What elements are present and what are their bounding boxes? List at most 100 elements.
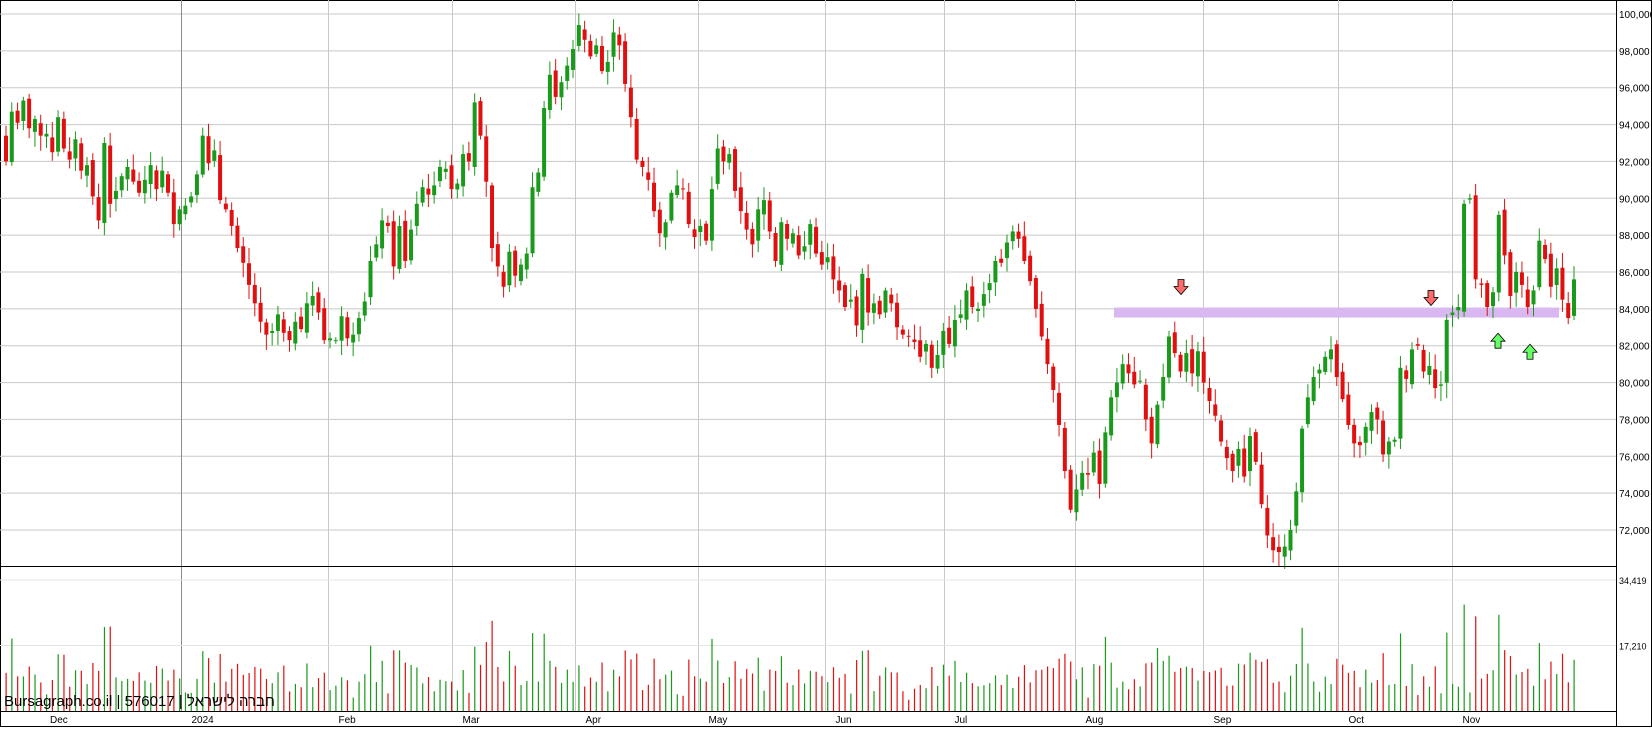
volume-bar bbox=[1567, 682, 1569, 711]
candle-body bbox=[871, 303, 876, 313]
candle-body bbox=[1543, 244, 1548, 260]
candle-body bbox=[362, 301, 367, 316]
x-tick-label: Oct bbox=[1349, 715, 1365, 726]
volume-bar bbox=[132, 680, 134, 711]
candle-body bbox=[790, 233, 795, 244]
volume-bar bbox=[1151, 662, 1153, 711]
candle-body bbox=[1271, 537, 1276, 551]
candle-body bbox=[918, 340, 923, 357]
candle-body bbox=[553, 70, 558, 97]
volume-bar bbox=[1232, 685, 1234, 711]
volume-bar bbox=[40, 682, 42, 711]
volume-bar bbox=[1504, 650, 1506, 711]
volume-bar bbox=[1538, 643, 1540, 711]
candle-body bbox=[1415, 344, 1420, 346]
candle-body bbox=[1265, 507, 1270, 536]
volume-bar bbox=[520, 685, 522, 711]
volume-bar bbox=[1324, 676, 1326, 711]
candle-body bbox=[785, 224, 790, 239]
volume-bar bbox=[977, 686, 979, 711]
up-arrow-icon bbox=[1522, 343, 1538, 360]
volume-bar bbox=[445, 681, 447, 711]
volume-bar bbox=[722, 683, 725, 711]
volume-bar bbox=[1104, 636, 1107, 711]
y-tick-label: 76,000 bbox=[1619, 452, 1650, 463]
volume-bar bbox=[537, 681, 540, 711]
candle-body bbox=[709, 189, 714, 241]
candle-body bbox=[1247, 436, 1252, 472]
candle-body bbox=[1155, 404, 1160, 445]
candle-body bbox=[611, 32, 616, 57]
candle-body bbox=[1028, 255, 1033, 282]
candle-body bbox=[490, 185, 495, 249]
volume-bar bbox=[173, 669, 175, 711]
candle-body bbox=[634, 118, 639, 160]
volume-bar bbox=[86, 684, 88, 711]
y-tick-label: 82,000 bbox=[1619, 342, 1650, 353]
volume-bar bbox=[832, 667, 835, 711]
volume-bar bbox=[404, 662, 406, 711]
candle-body bbox=[1300, 428, 1305, 493]
volume-bar bbox=[549, 660, 551, 711]
volume-bar bbox=[1382, 653, 1384, 711]
candle-body bbox=[1039, 303, 1044, 337]
candle-body bbox=[1213, 404, 1218, 416]
candle-body bbox=[38, 123, 43, 136]
volume-bar bbox=[98, 670, 100, 711]
volume-bar bbox=[584, 686, 586, 711]
volume-bar bbox=[1162, 660, 1164, 711]
candle-body bbox=[15, 110, 20, 123]
volume-bar bbox=[1318, 691, 1321, 711]
volume-bar bbox=[751, 673, 754, 711]
candle-body bbox=[842, 285, 847, 308]
volume-bar bbox=[1399, 633, 1402, 711]
candle-body bbox=[976, 308, 981, 311]
volume-bar bbox=[636, 653, 638, 711]
volume-bar bbox=[474, 646, 476, 711]
candle-body bbox=[449, 165, 454, 190]
volume-bar bbox=[1249, 652, 1251, 711]
volume-bar bbox=[57, 654, 59, 711]
candle-body bbox=[299, 316, 304, 330]
candle-body bbox=[1074, 489, 1079, 513]
candle-body bbox=[1496, 214, 1501, 293]
candle-body bbox=[1381, 420, 1386, 455]
candle-body bbox=[542, 107, 547, 177]
candle-body bbox=[466, 153, 471, 162]
volume-bar bbox=[931, 667, 933, 711]
volume-bar bbox=[861, 650, 864, 711]
candle-body bbox=[1525, 289, 1530, 308]
candle-body bbox=[1184, 353, 1189, 372]
candle-body bbox=[1554, 268, 1559, 286]
candle-body bbox=[27, 98, 32, 129]
candle-body bbox=[1294, 491, 1299, 526]
volume-bar bbox=[1139, 686, 1141, 711]
candle-body bbox=[1132, 371, 1137, 385]
candle-body bbox=[1109, 397, 1114, 436]
volume-bar bbox=[80, 670, 82, 711]
volume-bar bbox=[1336, 658, 1338, 711]
candle-body bbox=[698, 225, 703, 233]
x-tick-label: Nov bbox=[1463, 715, 1481, 726]
volume-bar bbox=[1394, 684, 1396, 711]
volume-bar bbox=[1376, 680, 1378, 711]
candle-body bbox=[426, 188, 431, 195]
candle-body bbox=[1305, 397, 1310, 425]
candle-body bbox=[536, 172, 541, 192]
volume-bar bbox=[1093, 664, 1095, 711]
volume-bar bbox=[1041, 669, 1043, 711]
volume-bar bbox=[618, 676, 621, 711]
candle-body bbox=[559, 82, 564, 98]
volume-bar bbox=[34, 674, 36, 711]
volume-bar bbox=[844, 673, 846, 711]
candle-body bbox=[1311, 377, 1316, 402]
volume-bar bbox=[28, 666, 30, 711]
volume-bar bbox=[352, 697, 354, 711]
volume-bar bbox=[109, 626, 111, 711]
candle-body bbox=[952, 319, 957, 347]
candle-body bbox=[1080, 472, 1085, 490]
volume-bar bbox=[896, 672, 898, 711]
candle-body bbox=[461, 154, 466, 187]
volume-bar bbox=[1012, 687, 1014, 711]
